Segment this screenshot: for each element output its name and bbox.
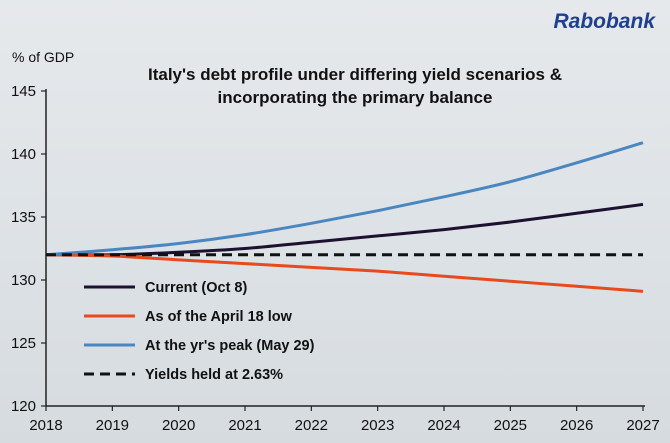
- chart-title: Italy's debt profile under differing yie…: [148, 65, 562, 84]
- x-tick-label: 2023: [361, 417, 394, 434]
- y-tick-label: 135: [11, 209, 36, 226]
- x-tick-label: 2021: [228, 417, 261, 434]
- x-tick-label: 2026: [560, 417, 593, 434]
- legend-label-1: As of the April 18 low: [145, 309, 293, 325]
- x-tick-label: 2022: [295, 417, 328, 434]
- y-axis-label: % of GDP: [12, 49, 74, 65]
- legend-label-2: At the yr's peak (May 29): [145, 338, 315, 354]
- y-tick-label: 145: [11, 83, 36, 100]
- x-tick-label: 2020: [162, 417, 195, 434]
- x-tick-label: 2025: [494, 417, 527, 434]
- x-tick-label: 2018: [29, 417, 62, 434]
- series-layer: [45, 141, 644, 293]
- legend-label-3: Yields held at 2.63%: [145, 367, 283, 383]
- x-tick-label: 2027: [626, 417, 659, 434]
- x-tick-label: 2019: [96, 417, 129, 434]
- y-tick-label: 125: [11, 335, 36, 352]
- chart-title-line2: incorporating the primary balance: [218, 88, 493, 107]
- series-line-2: [45, 141, 644, 257]
- y-tick-label: 140: [11, 146, 36, 163]
- series-line-1: [45, 253, 644, 293]
- y-tick-label: 120: [11, 398, 36, 415]
- axes: 120 125 130 135 140 145 2018 2019 2020 2021 2022 20…: [11, 83, 660, 434]
- legend-label-0: Current (Oct 8): [145, 280, 247, 296]
- y-tick-label: 130: [11, 272, 36, 289]
- brand-logo: Rabobank: [553, 10, 656, 33]
- x-tick-label: 2024: [427, 417, 460, 434]
- legend: Current (Oct 8) As of the April 18 low At …: [84, 280, 315, 383]
